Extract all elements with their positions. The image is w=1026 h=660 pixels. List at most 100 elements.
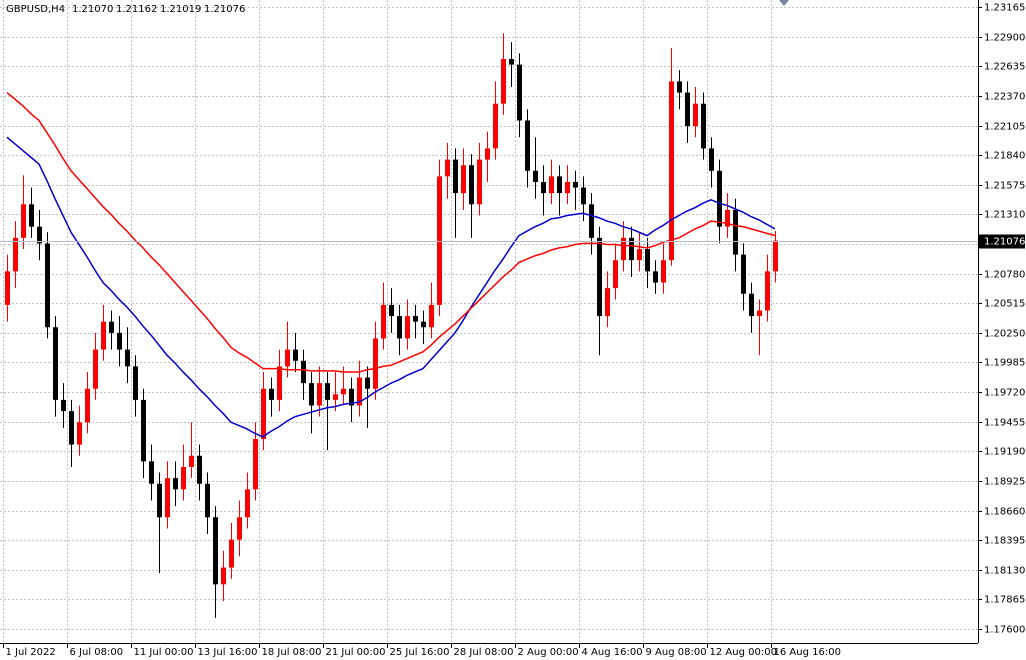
quote-high: 1.21162 — [116, 4, 157, 15]
candle-body — [317, 383, 322, 406]
candle-body — [589, 204, 594, 238]
candle-body — [773, 240, 778, 272]
candle-body — [541, 181, 546, 194]
x-tick-label: 12 Aug 00:00 — [710, 647, 777, 658]
candle-body — [709, 148, 714, 171]
candle-body — [661, 260, 666, 283]
candle-body — [637, 249, 642, 261]
candle-body — [61, 399, 66, 412]
candle-body — [309, 383, 314, 406]
moving-average-line — [6, 136, 776, 438]
candle-body — [677, 81, 682, 93]
candle-body — [653, 271, 658, 283]
candle-body — [285, 349, 290, 367]
candle-body — [293, 349, 298, 361]
x-tick-label: 21 Jul 00:00 — [326, 647, 386, 658]
candle-body — [5, 271, 10, 305]
candle-body — [173, 478, 178, 490]
candle-body — [349, 388, 354, 406]
candle-body — [437, 176, 442, 305]
last-price-label: 1.21076 — [984, 237, 1025, 248]
candle-body — [517, 64, 522, 121]
candle-body — [181, 466, 186, 490]
last-price-box — [979, 234, 1025, 249]
candle-body — [37, 226, 42, 244]
candle-body — [685, 92, 690, 127]
candle-body — [581, 187, 586, 205]
candle-body — [645, 249, 650, 272]
candle-body — [237, 517, 242, 540]
candle-body — [485, 148, 490, 160]
candle-body — [197, 455, 202, 484]
y-tick-label: 1.17865 — [984, 595, 1025, 606]
candle-body — [357, 377, 362, 406]
candle-body — [45, 243, 50, 328]
candle-body — [669, 81, 674, 261]
y-tick-label: 1.21840 — [984, 151, 1025, 162]
candle-body — [693, 103, 698, 127]
x-tick-label: 25 Jul 16:00 — [390, 647, 450, 658]
y-tick-label: 1.18660 — [984, 507, 1025, 518]
quote-open: 1.21070 — [72, 4, 113, 15]
candle-body — [573, 181, 578, 188]
candle-body — [533, 170, 538, 182]
candle-body — [741, 254, 746, 294]
y-tick-label: 1.22105 — [984, 122, 1025, 133]
candle-body — [13, 237, 18, 272]
marks — [0, 33, 978, 618]
candle-body — [341, 388, 346, 395]
candle-body — [373, 338, 378, 389]
y-tick-label: 1.19190 — [984, 447, 1025, 458]
x-tick-label: 11 Jul 00:00 — [134, 647, 194, 658]
y-tick-label: 1.18130 — [984, 566, 1025, 577]
y-tick-label: 1.22370 — [984, 92, 1025, 103]
candle-body — [397, 316, 402, 339]
candle-body — [557, 176, 562, 194]
y-tick-label: 1.18395 — [984, 536, 1025, 547]
candle-body — [229, 539, 234, 568]
candle-body — [245, 489, 250, 518]
y-tick-label: 1.20250 — [984, 329, 1025, 340]
x-tick-label: 2 Aug 00:00 — [518, 647, 579, 658]
y-tick-label: 1.21575 — [984, 181, 1025, 192]
candle-body — [509, 59, 514, 65]
candle-body — [365, 377, 370, 389]
candle-body — [301, 360, 306, 384]
candle-body — [605, 288, 610, 317]
candle-body — [253, 439, 258, 490]
y-tick-label: 1.18925 — [984, 477, 1025, 488]
y-tick-label: 1.21310 — [984, 210, 1025, 221]
grid — [0, 0, 978, 643]
candle-body — [621, 237, 626, 261]
x-tick-label: 13 Jul 16:00 — [198, 647, 258, 658]
candle-body — [525, 120, 530, 171]
candle-body — [85, 388, 90, 423]
symbol-label: GBPUSD,H4 — [6, 4, 65, 15]
candle-body — [333, 394, 338, 400]
x-tick-label: 9 Aug 08:00 — [646, 647, 707, 658]
x-tick-label: 1 Jul 2022 — [6, 647, 56, 658]
candle-body — [29, 204, 34, 227]
candle-body — [165, 478, 170, 518]
candle-body — [493, 103, 498, 149]
candle-body — [101, 321, 106, 350]
candle-body — [381, 304, 386, 339]
candle-body — [757, 310, 762, 317]
candle-body — [93, 349, 98, 389]
x-tick-label: 16 Aug 16:00 — [774, 647, 841, 658]
x-tick-label: 18 Jul 08:00 — [262, 647, 322, 658]
candle-body — [109, 321, 114, 333]
y-tick-label: 1.19985 — [984, 358, 1025, 369]
candle-body — [413, 316, 418, 322]
moving-average-line — [6, 91, 776, 373]
candle-body — [221, 567, 226, 585]
candle-body — [445, 159, 450, 177]
candle-body — [77, 422, 82, 445]
candle-body — [549, 176, 554, 194]
y-tick-label: 1.22635 — [984, 62, 1025, 73]
candle-body — [133, 366, 138, 400]
candle-body — [469, 165, 474, 205]
